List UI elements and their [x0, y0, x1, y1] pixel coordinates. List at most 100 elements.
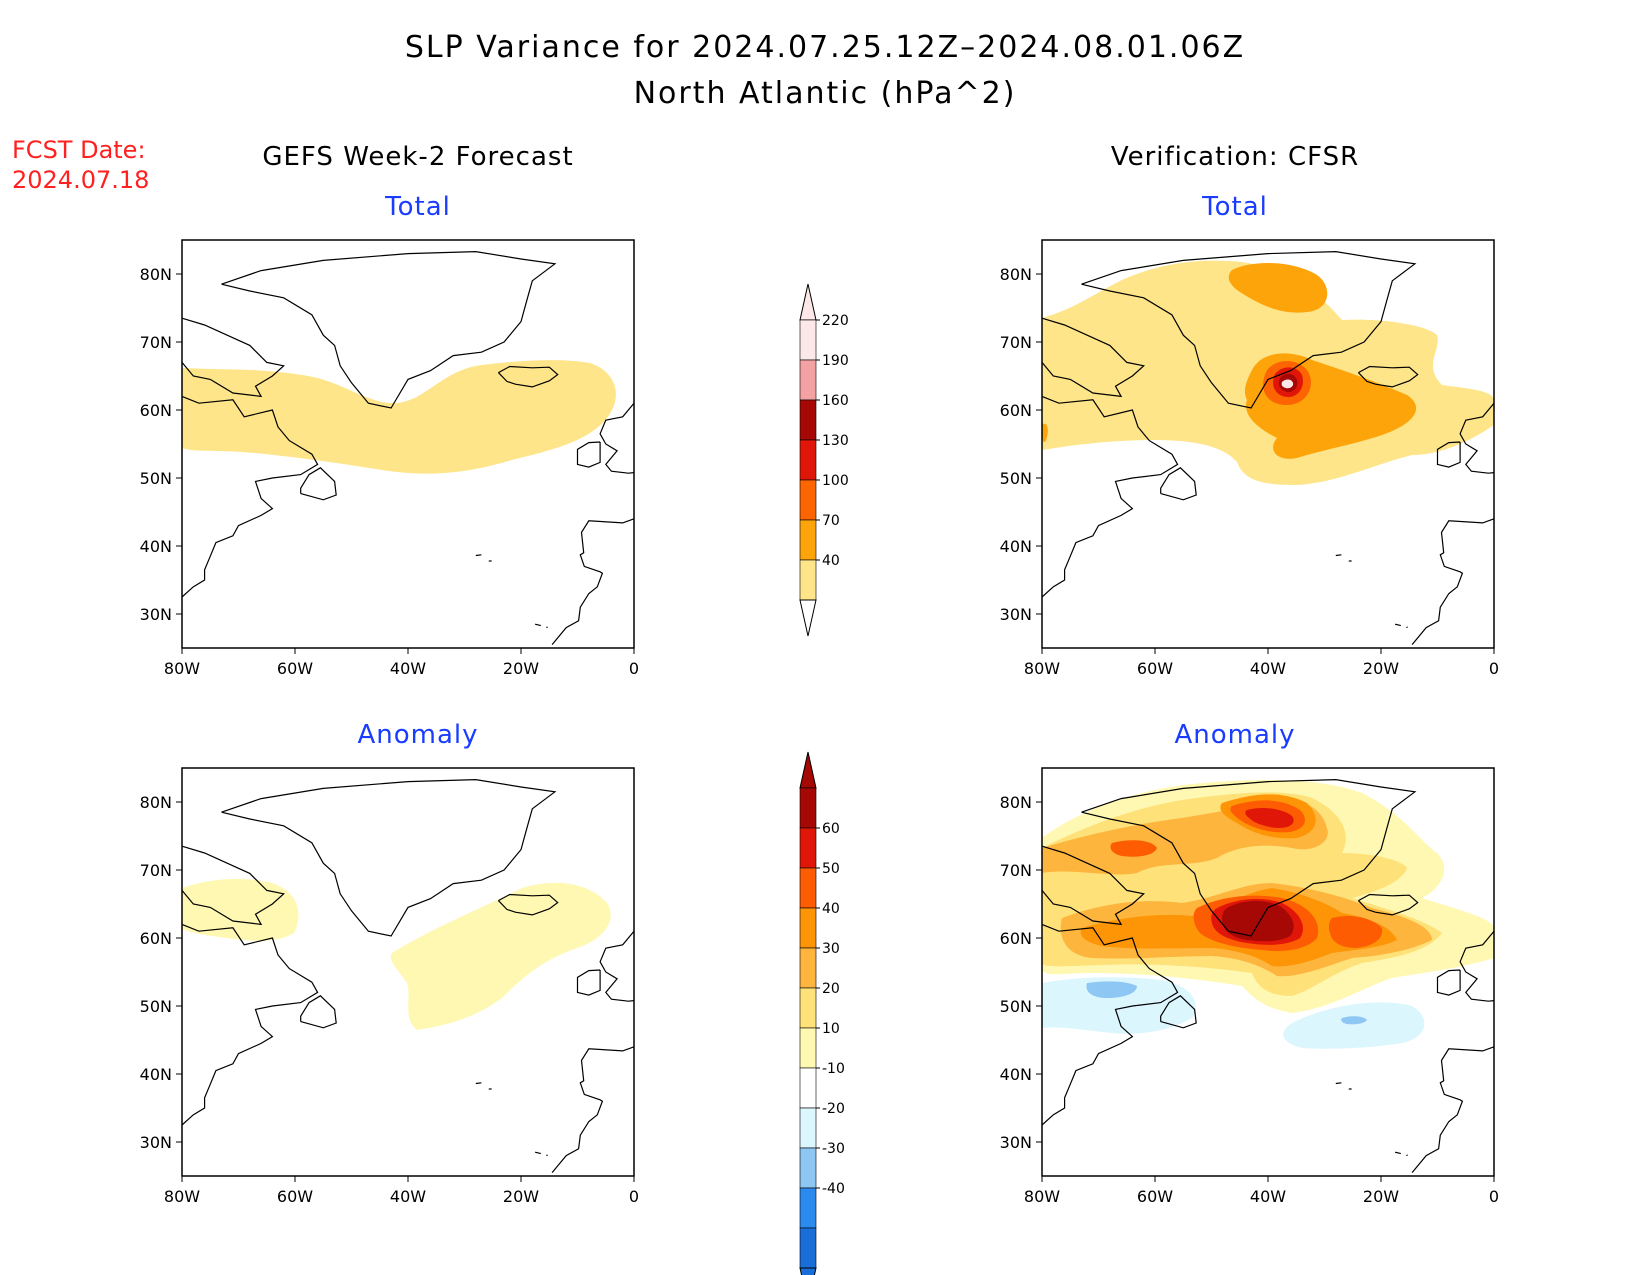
coastline-segment [551, 1046, 635, 1173]
lon-tick-label: 60W [1137, 659, 1173, 678]
chart-title: SLP Variance for 2024.07.25.12Z–2024.08.… [404, 30, 1246, 65]
colorbar-segment [799, 787, 817, 829]
left-column-title: GEFS Week-2 Forecast [262, 142, 574, 172]
lat-tick-label: 30N [140, 1133, 172, 1152]
lat-tick-label: 30N [140, 605, 172, 624]
coastline-segment [1436, 969, 1461, 996]
coastline-segment [1394, 623, 1401, 627]
colorbar-tick-label: 160 [822, 393, 849, 409]
colorbar-segment [799, 439, 817, 481]
lon-tick-label: 40W [1250, 1187, 1286, 1206]
lon-tick-label: 20W [503, 659, 539, 678]
coastline [181, 778, 635, 1173]
lat-tick-label: 40N [140, 1065, 172, 1084]
map-verification-anomaly: 80W 60W 40W 20W 0 80N 70N 60N 50N 40N 30N [1000, 767, 1499, 1206]
colorbar-tick-label: 50 [822, 861, 840, 877]
coastline-segment [1160, 467, 1197, 501]
colorbar-tick-label: -30 [822, 1141, 845, 1157]
lon-tick-label: 80W [164, 1187, 200, 1206]
lon-tick-label: 40W [390, 659, 426, 678]
colorbar-tick-label: 130 [822, 433, 849, 449]
coastline-segment [475, 554, 482, 557]
colorbar-segment [799, 1107, 817, 1149]
colorbar-tick-label: 100 [822, 473, 849, 489]
lat-tick-label: 80N [1000, 265, 1032, 284]
coastline-segment [1041, 317, 1145, 398]
colorbar-segment [799, 1067, 817, 1109]
coastline-segment [546, 626, 548, 629]
coastline-segment [1041, 395, 1179, 598]
coastline-segment [1411, 518, 1495, 645]
lat-tick-label: 60N [1000, 401, 1032, 420]
colorbar-segment [799, 359, 817, 401]
right-column-title: Verification: CFSR [1110, 142, 1360, 172]
coastline-segment [1335, 554, 1342, 557]
lat-tick-label: 80N [140, 265, 172, 284]
map-forecast-anomaly: 80W 60W 40W 20W 0 80N 70N 60N 50N 40N 30N [140, 767, 639, 1206]
lon-tick-label: 0 [1489, 659, 1499, 678]
coastline-segment [221, 778, 557, 937]
lon-tick-label: 60W [277, 1187, 313, 1206]
colorbar-tick-label: -40 [822, 1181, 845, 1197]
coastline-segment [181, 395, 319, 598]
lon-tick-label: 40W [390, 1187, 426, 1206]
coastline-segment [534, 623, 541, 627]
coastline-segment [1459, 930, 1495, 1002]
colorbar-tick-label: 70 [822, 513, 840, 529]
top-left-subtitle: Total [385, 192, 451, 222]
lat-tick-label: 40N [1000, 1065, 1032, 1084]
lat-tick-label: 40N [1000, 537, 1032, 556]
lat-tick-label: 50N [140, 469, 172, 488]
lon-tick-label: 60W [1137, 1187, 1173, 1206]
colorbar-tick-label: 220 [822, 313, 849, 329]
map-verification-total: 80W 60W 40W 20W 0 80N 70N 60N 50N 40N 30N [1000, 239, 1499, 678]
coastline-segment [497, 893, 559, 916]
map-forecast-total: 80W 60W 40W 20W 0 80N 70N 60N 50N 40N 30N [140, 239, 639, 678]
lat-tick-label: 40N [140, 537, 172, 556]
lat-tick-label: 70N [140, 861, 172, 880]
lat-tick-label: 70N [140, 333, 172, 352]
forecast-date-value: 2024.07.18 [12, 166, 150, 194]
colorbar-tick-label: -10 [822, 1061, 845, 1077]
lat-tick-label: 70N [1000, 333, 1032, 352]
bottom-left-subtitle: Anomaly [357, 720, 479, 750]
coastline-segment [221, 250, 557, 409]
forecast-date-label: FCST Date: [12, 136, 146, 164]
colorbar-tick-label: 40 [822, 901, 840, 917]
lon-tick-label: 40W [1250, 659, 1286, 678]
lon-tick-label: 0 [1489, 1187, 1499, 1206]
top-right-subtitle: Total [1202, 192, 1268, 222]
coastline-segment [1160, 995, 1197, 1029]
coastline-segment [1081, 778, 1417, 937]
coastline-segment [1041, 923, 1179, 1126]
forecast-anomaly-shading [182, 878, 611, 1030]
map-axes: 80W 60W 40W 20W 0 80N 70N 60N 50N 40N 30N [140, 793, 639, 1206]
colorbar-segment [799, 827, 817, 869]
coastline-segment [546, 1154, 548, 1157]
map-axes: 80W 60W 40W 20W 0 80N 70N 60N 50N 40N 30N [140, 265, 639, 678]
colorbar-tick-label: -20 [822, 1101, 845, 1117]
coastline-segment [1406, 626, 1408, 629]
forecast-total-shading [182, 360, 616, 474]
colorbar-segment [799, 947, 817, 989]
colorbar-tick-label: 60 [822, 821, 840, 837]
lon-tick-label: 0 [629, 1187, 639, 1206]
lat-tick-label: 30N [1000, 1133, 1032, 1152]
lat-tick-label: 70N [1000, 861, 1032, 880]
colorbar-tick-label: 40 [822, 553, 840, 569]
colorbar-top-arrow [799, 283, 817, 321]
coastline-segment [181, 923, 319, 1126]
lat-tick-label: 60N [140, 401, 172, 420]
lon-tick-label: 80W [164, 659, 200, 678]
lon-tick-label: 20W [503, 1187, 539, 1206]
coastline-segment [1411, 1046, 1495, 1173]
lon-tick-label: 80W [1024, 1187, 1060, 1206]
coastline-segment [599, 930, 635, 1002]
coastline-segment [576, 969, 601, 996]
coastline-segment [181, 317, 285, 398]
colorbar-segment [799, 319, 817, 361]
coastline-segment [599, 402, 635, 474]
colorbar-bottom-arrow [799, 599, 817, 637]
coastline [1041, 778, 1495, 1173]
lat-tick-label: 30N [1000, 605, 1032, 624]
